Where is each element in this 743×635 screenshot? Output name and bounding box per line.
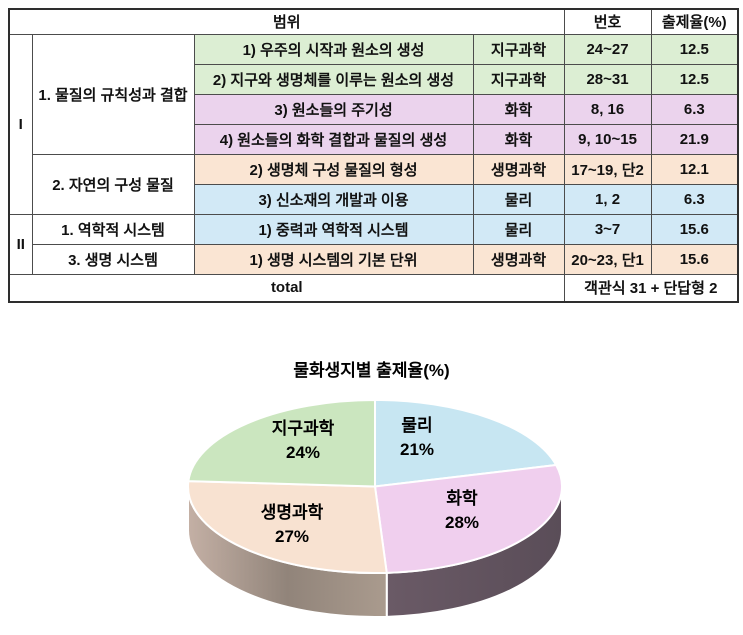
table-header-row: 범위 번호 출제율(%): [8, 8, 739, 35]
pie-label-2: 생명과학 27%: [261, 503, 324, 546]
cell-rate: 12.5: [650, 63, 739, 95]
col-header-scope: 범위: [8, 8, 565, 35]
cell-topic: 1) 생명 시스템의 기본 단위: [193, 243, 474, 275]
pie-slice-3: [187, 399, 376, 488]
cell-rate: 12.1: [650, 153, 739, 185]
table-row: 2. 자연의 구성 물질 2) 생명체 구성 물질의 형성 생명과학 17~19…: [9, 153, 739, 215]
total-value: 객관식 31 + 단답형 2: [563, 273, 739, 303]
cell-rate: 6.3: [650, 93, 739, 125]
table-row: 4) 원소들의 화학 결합과 물질의 생성 화학 9, 10~15 21.9: [9, 123, 739, 155]
cell-subject: 지구과학: [472, 63, 565, 95]
cell-numbers: 17~19, 단2: [563, 153, 652, 185]
cell-subject: 생명과학: [472, 243, 565, 275]
cell-subject: 물리: [472, 213, 565, 245]
cell-rate: 15.6: [650, 213, 739, 245]
cell-topic: 1) 우주의 시작과 원소의 생성: [193, 33, 474, 65]
pie-chart-svg: 물리 21% 화학 28% 생명과학 27% 지구과학 24%: [187, 399, 563, 618]
cell-rate: 6.3: [650, 183, 739, 215]
exam-scope-table: 범위 번호 출제율(%) I 1. 물질의 규칙성과 결합 1) 우주의 시작과…: [8, 8, 740, 303]
cell-topic: 4) 원소들의 화학 결합과 물질의 생성: [193, 123, 474, 155]
pie-chart-title: 물화생지별 출제율(%): [293, 361, 450, 380]
cell-topic: 2) 지구와 생명체를 이루는 원소의 생성: [193, 63, 474, 95]
cell-numbers: 1, 2: [563, 183, 652, 215]
pie-slice-0: [374, 399, 558, 488]
cell-numbers: 20~23, 단1: [563, 243, 652, 275]
cell-topic: 2) 생명체 구성 물질의 형성: [193, 153, 474, 185]
cell-rate: 15.6: [650, 243, 739, 275]
pie-label-1: 화학 28%: [445, 489, 479, 532]
group-cell-4: 3. 생명 시스템: [31, 243, 195, 275]
cell-subject: 화학: [472, 123, 565, 155]
cell-subject: 화학: [472, 93, 565, 125]
pie-chart: 물리 21% 화학 28% 생명과학 27% 지구과학 24%: [170, 388, 590, 630]
table-row: 3. 생명 시스템 1) 생명 시스템의 기본 단위 생명과학 20~23, 단…: [9, 243, 739, 275]
unit-cell-2: II: [8, 213, 33, 275]
table-row: II 1. 역학적 시스템 1) 중력과 역학적 시스템 물리 3~7 15.6: [8, 213, 739, 275]
table-row: 3) 신소재의 개발과 이용 물리 1, 2 6.3: [9, 183, 739, 215]
cell-numbers: 28~31: [563, 63, 652, 95]
cell-numbers: 9, 10~15: [563, 123, 652, 155]
pie-label-3: 지구과학 24%: [272, 419, 335, 462]
unit-cell-1: I: [8, 33, 33, 215]
cell-subject: 지구과학: [472, 33, 565, 65]
pie-slice-2: [187, 480, 388, 574]
col-header-number: 번호: [563, 8, 652, 35]
cell-subject: 물리: [472, 183, 565, 215]
pie-slice-1: [374, 463, 563, 574]
cell-topic: 3) 원소들의 주기성: [193, 93, 474, 125]
cell-subject: 생명과학: [472, 153, 565, 185]
cell-rate: 12.5: [650, 33, 739, 65]
total-label: total: [8, 273, 565, 303]
cell-topic: 1) 중력과 역학적 시스템: [193, 213, 474, 245]
group-cell-2: 2. 자연의 구성 물질: [31, 153, 195, 215]
cell-topic: 3) 신소재의 개발과 이용: [193, 183, 474, 215]
col-header-rate: 출제율(%): [650, 8, 739, 35]
group-cell-3: 1. 역학적 시스템: [31, 213, 195, 245]
table-total-row: total 객관식 31 + 단답형 2: [8, 273, 739, 303]
cell-numbers: 3~7: [563, 213, 652, 245]
cell-rate: 21.9: [650, 123, 739, 155]
cell-numbers: 24~27: [563, 33, 652, 65]
cell-numbers: 8, 16: [563, 93, 652, 125]
pie-label-0: 물리 21%: [400, 416, 434, 459]
table-row: I 1. 물질의 규칙성과 결합 1) 우주의 시작과 원소의 생성 지구과학 …: [8, 33, 739, 215]
table-row: 2) 지구와 생명체를 이루는 원소의 생성 지구과학 28~31 12.5: [9, 63, 739, 95]
group-cell-1: 1. 물질의 규칙성과 결합: [31, 33, 195, 155]
table-row: 3) 원소들의 주기성 화학 8, 16 6.3: [9, 93, 739, 125]
